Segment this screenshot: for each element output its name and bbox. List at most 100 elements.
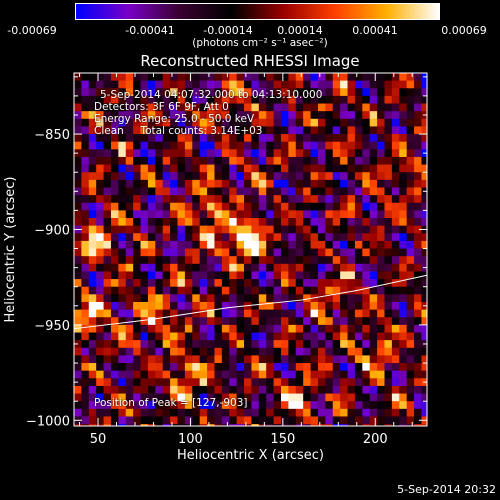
heatmap-cell (244, 126, 252, 135)
heatmap-cell (288, 111, 297, 120)
heatmap-cell (280, 111, 289, 120)
heatmap-cell (251, 88, 260, 97)
heatmap-cell (155, 401, 164, 410)
heatmap-cell (133, 134, 142, 143)
heatmap-cell (406, 332, 415, 341)
heatmap-cell (125, 271, 134, 280)
heatmap-cell (192, 202, 201, 211)
heatmap-cell (221, 347, 230, 356)
heatmap-cell (273, 301, 282, 311)
heatmap-cell (88, 378, 97, 387)
heatmap-cell (303, 393, 312, 402)
heatmap-cell (207, 88, 215, 97)
heatmap-cell (332, 401, 341, 410)
heatmap-cell (251, 172, 260, 181)
heatmap-cell (266, 187, 275, 196)
heatmap-cell (244, 187, 252, 196)
heatmap-cell (184, 156, 193, 166)
heatmap-cell (184, 195, 193, 204)
heatmap-cell (155, 95, 164, 105)
heatmap-cell (244, 355, 252, 364)
heatmap-cell (192, 103, 201, 112)
heatmap-cell (103, 126, 112, 135)
heatmap-cell (347, 73, 356, 82)
heatmap-cell (214, 172, 223, 181)
heatmap-cell (406, 393, 415, 402)
heatmap-cell (399, 408, 408, 417)
heatmap-cell (147, 340, 156, 349)
heatmap-cell (118, 225, 127, 234)
heatmap-cell (162, 271, 171, 280)
heatmap-cell (303, 187, 312, 196)
heatmap-cell (214, 240, 223, 250)
heatmap-cell (340, 363, 349, 372)
y-tick-label: −1000 (26, 414, 70, 429)
heatmap-cell (155, 340, 164, 349)
heatmap-cell (81, 363, 90, 372)
heatmap-cell (280, 347, 289, 356)
heatmap-cell (406, 424, 415, 427)
heatmap-cell (325, 240, 334, 250)
heatmap-cell (125, 141, 134, 150)
heatmap-cell (214, 340, 223, 349)
heatmap-cell (155, 279, 164, 288)
heatmap-cell (362, 363, 371, 372)
heatmap-cell (288, 370, 297, 379)
heatmap-cell (110, 401, 119, 410)
heatmap-cell (133, 256, 142, 265)
heatmap-cell (184, 111, 193, 120)
heatmap-cell (192, 263, 201, 272)
heatmap-cell (244, 370, 252, 379)
heatmap-cell (199, 324, 208, 334)
heatmap-cell (103, 401, 112, 410)
heatmap-cell (273, 172, 282, 181)
heatmap-cell (229, 416, 238, 425)
heatmap-cell (207, 340, 215, 349)
heatmap-cell (362, 378, 371, 387)
heatmap-cell (258, 279, 267, 288)
colorbar-tick-label: 0.00014 (277, 24, 323, 37)
heatmap-cell (340, 408, 349, 417)
heatmap-cell (147, 179, 156, 188)
heatmap-cell (354, 210, 363, 219)
heatmap-cell (288, 210, 297, 219)
heatmap-cell (280, 416, 289, 425)
heatmap-cell (280, 88, 289, 97)
x-tick-label: 150 (270, 432, 295, 447)
heatmap-cell (266, 225, 275, 234)
heatmap-cell (399, 172, 408, 181)
heatmap-cell (369, 141, 378, 150)
heatmap-cell (199, 401, 208, 410)
heatmap-cell (244, 279, 252, 288)
heatmap-cell (199, 195, 208, 204)
heatmap-cell (295, 370, 304, 379)
heatmap-cell (295, 202, 304, 211)
heatmap-cell (414, 233, 422, 242)
heatmap-cell (221, 233, 230, 242)
heatmap-cell (369, 309, 378, 318)
heatmap-cell (229, 118, 238, 127)
heatmap-cell (340, 248, 349, 257)
heatmap-cell (354, 225, 363, 234)
heatmap-cell (184, 294, 193, 303)
heatmap-cell (207, 363, 215, 372)
heatmap-cell (310, 73, 319, 82)
heatmap-cell (74, 88, 82, 97)
heatmap-cell (421, 424, 428, 427)
heatmap-cell (221, 164, 230, 173)
heatmap-cell (170, 301, 178, 311)
heatmap-cell (236, 424, 245, 427)
heatmap-cell (317, 301, 326, 311)
heatmap-cell (310, 355, 319, 364)
heatmap-cell (147, 141, 156, 150)
heatmap-cell (147, 210, 156, 219)
heatmap-cell (177, 111, 186, 120)
heatmap-cell (133, 210, 142, 219)
heatmap-cell (414, 164, 422, 173)
heatmap-cell (229, 164, 238, 173)
heatmap-cell (399, 286, 408, 295)
heatmap-cell (244, 363, 252, 372)
heatmap-cell (207, 195, 215, 204)
heatmap-cell (244, 286, 252, 295)
heatmap-cell (384, 301, 393, 311)
